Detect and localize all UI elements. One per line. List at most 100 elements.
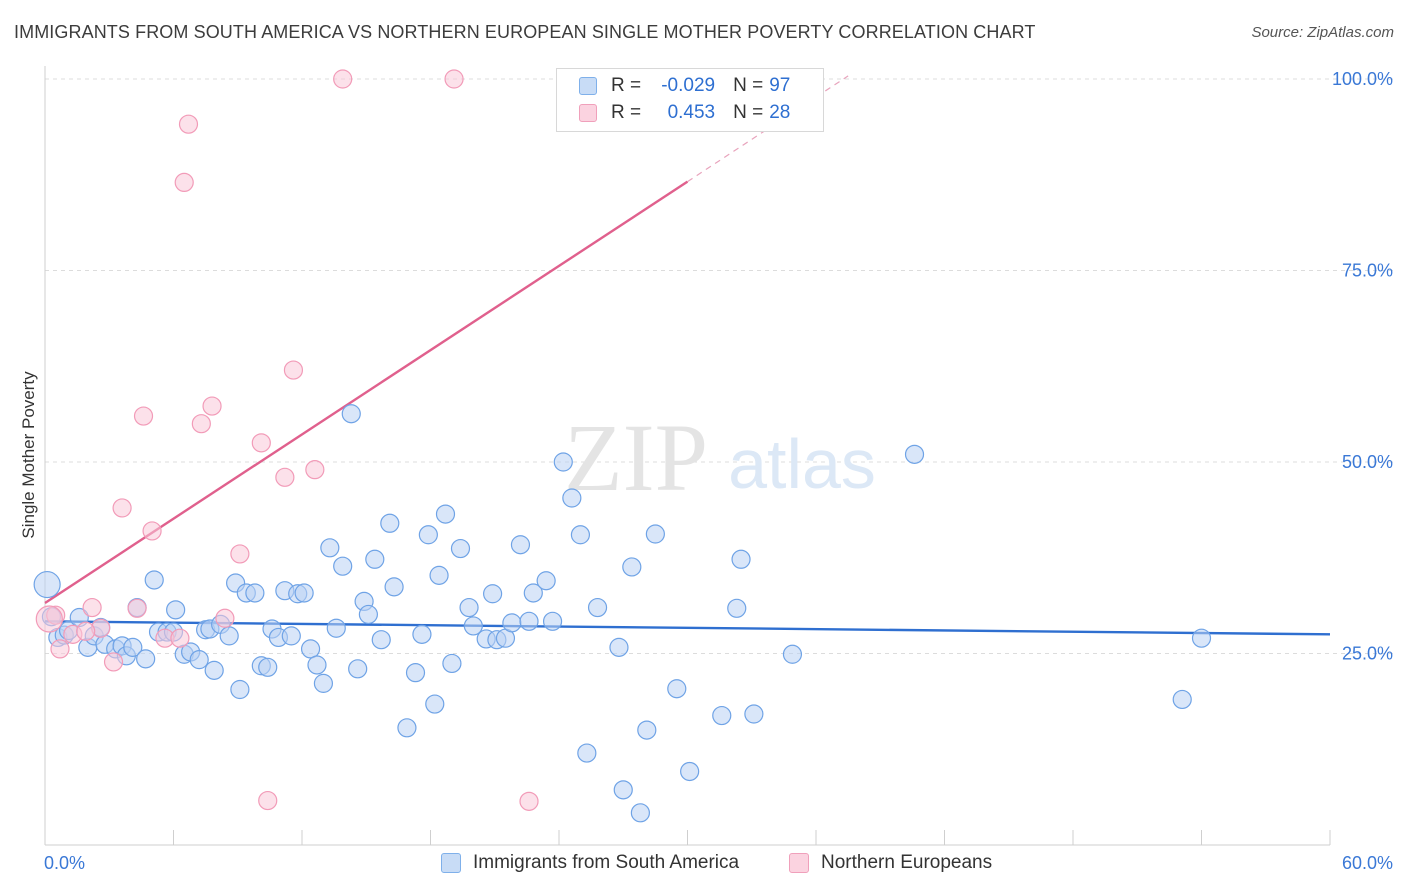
x-tick-label: 60.0%	[1342, 853, 1393, 873]
point-south-america	[320, 538, 340, 558]
point-south-america	[630, 803, 650, 823]
point-northern-europeans	[170, 628, 190, 648]
point-south-america	[348, 659, 368, 679]
point-south-america	[1191, 628, 1212, 648]
point-northern-europeans	[333, 69, 353, 89]
point-south-america	[463, 616, 483, 636]
legend-swatch-blue	[579, 77, 597, 95]
r-label: R =	[611, 102, 642, 123]
point-northern-europeans	[174, 172, 194, 193]
point-northern-europeans	[305, 460, 325, 480]
y-tick-label: 100.0%	[1332, 69, 1393, 89]
point-south-america	[384, 577, 404, 597]
point-south-america	[587, 597, 608, 618]
point-northern-europeans	[50, 639, 70, 659]
y-tick-label: 50.0%	[1342, 452, 1393, 472]
point-south-america	[519, 611, 539, 631]
stats-legend: R = -0.029 N = 97 R = 0.453 N = 28	[556, 68, 824, 132]
point-south-america	[136, 649, 156, 669]
point-south-america	[744, 704, 764, 724]
stats-row-northern-europeans: R = 0.453 N = 28	[579, 100, 790, 126]
watermark-zip: ZIP	[564, 404, 708, 511]
point-south-america	[189, 650, 209, 670]
point-south-america	[435, 504, 456, 524]
trend-line-northern-europeans	[44, 180, 689, 604]
point-northern-europeans	[112, 498, 132, 518]
n-label: N =	[733, 75, 764, 96]
point-south-america	[245, 583, 265, 603]
point-south-america	[680, 761, 700, 782]
point-northern-europeans	[76, 621, 96, 641]
point-south-america	[326, 618, 346, 638]
point-south-america	[365, 549, 385, 569]
y-tick-label: 25.0%	[1342, 644, 1393, 664]
point-south-america	[294, 583, 314, 603]
point-northern-europeans	[230, 544, 250, 564]
point-northern-europeans	[103, 652, 124, 672]
chart-title: IMMIGRANTS FROM SOUTH AMERICA VS NORTHER…	[14, 22, 1036, 42]
point-northern-europeans	[215, 608, 235, 628]
point-northern-europeans	[142, 521, 162, 541]
point-south-america	[219, 626, 239, 646]
point-south-america	[341, 404, 361, 424]
point-south-america	[459, 597, 479, 618]
point-south-america	[166, 600, 186, 620]
point-northern-europeans	[127, 598, 147, 618]
stats-row-south-america: R = -0.029 N = 97	[579, 73, 790, 99]
point-northern-europeans	[191, 414, 211, 434]
point-northern-europeans	[251, 433, 271, 453]
point-south-america	[542, 611, 563, 631]
point-south-america	[258, 657, 278, 677]
point-south-america	[904, 444, 925, 464]
point-northern-europeans	[202, 396, 222, 416]
point-south-america	[281, 626, 301, 646]
point-south-america	[397, 718, 417, 738]
x-tick-label: 0.0%	[44, 853, 85, 873]
point-south-america	[667, 679, 687, 699]
point-south-america	[562, 488, 582, 508]
point-south-america	[609, 637, 629, 657]
point-south-america	[123, 637, 143, 657]
y-tick-label: 75.0%	[1342, 261, 1393, 281]
y-axis-label: Single Mother Poverty	[19, 371, 38, 539]
point-south-america	[502, 613, 522, 633]
point-south-america	[613, 780, 633, 800]
point-south-america	[570, 525, 591, 545]
point-south-america	[358, 604, 378, 625]
point-south-america	[510, 535, 531, 555]
r-value: 0.453	[667, 102, 716, 123]
point-south-america	[380, 513, 400, 533]
source-label: Source: ZipAtlas.com	[1251, 24, 1394, 41]
point-south-america	[731, 549, 751, 569]
r-value: -0.029	[661, 75, 716, 96]
point-south-america	[405, 663, 426, 683]
legend-swatch-pink	[789, 853, 809, 873]
legend-swatch-pink	[579, 104, 597, 122]
point-northern-europeans	[283, 360, 304, 380]
data-points	[33, 69, 1212, 823]
n-value: 97	[769, 75, 791, 96]
axes	[44, 66, 1331, 846]
legend-label: Northern Europeans	[821, 852, 993, 873]
point-northern-europeans	[178, 114, 199, 134]
point-south-america	[622, 557, 642, 577]
point-south-america	[645, 524, 665, 544]
point-south-america	[637, 720, 657, 740]
point-south-america	[371, 630, 391, 650]
point-northern-europeans	[133, 406, 154, 426]
point-south-america	[782, 644, 803, 664]
point-south-america	[33, 570, 61, 599]
point-south-america	[418, 525, 438, 545]
n-label: N =	[733, 102, 764, 123]
series-legend: Immigrants from South America Northern E…	[0, 852, 1406, 878]
point-south-america	[300, 639, 321, 659]
trend-line-south-america	[44, 620, 1331, 636]
point-south-america	[577, 743, 597, 763]
legend-item-south-america[interactable]: Immigrants from South America	[441, 852, 739, 874]
point-south-america	[204, 660, 224, 680]
point-south-america	[425, 694, 445, 714]
point-south-america	[1172, 689, 1192, 710]
legend-item-northern-europeans[interactable]: Northern Europeans	[789, 852, 992, 874]
point-south-america	[412, 624, 432, 644]
point-northern-europeans	[82, 597, 102, 618]
